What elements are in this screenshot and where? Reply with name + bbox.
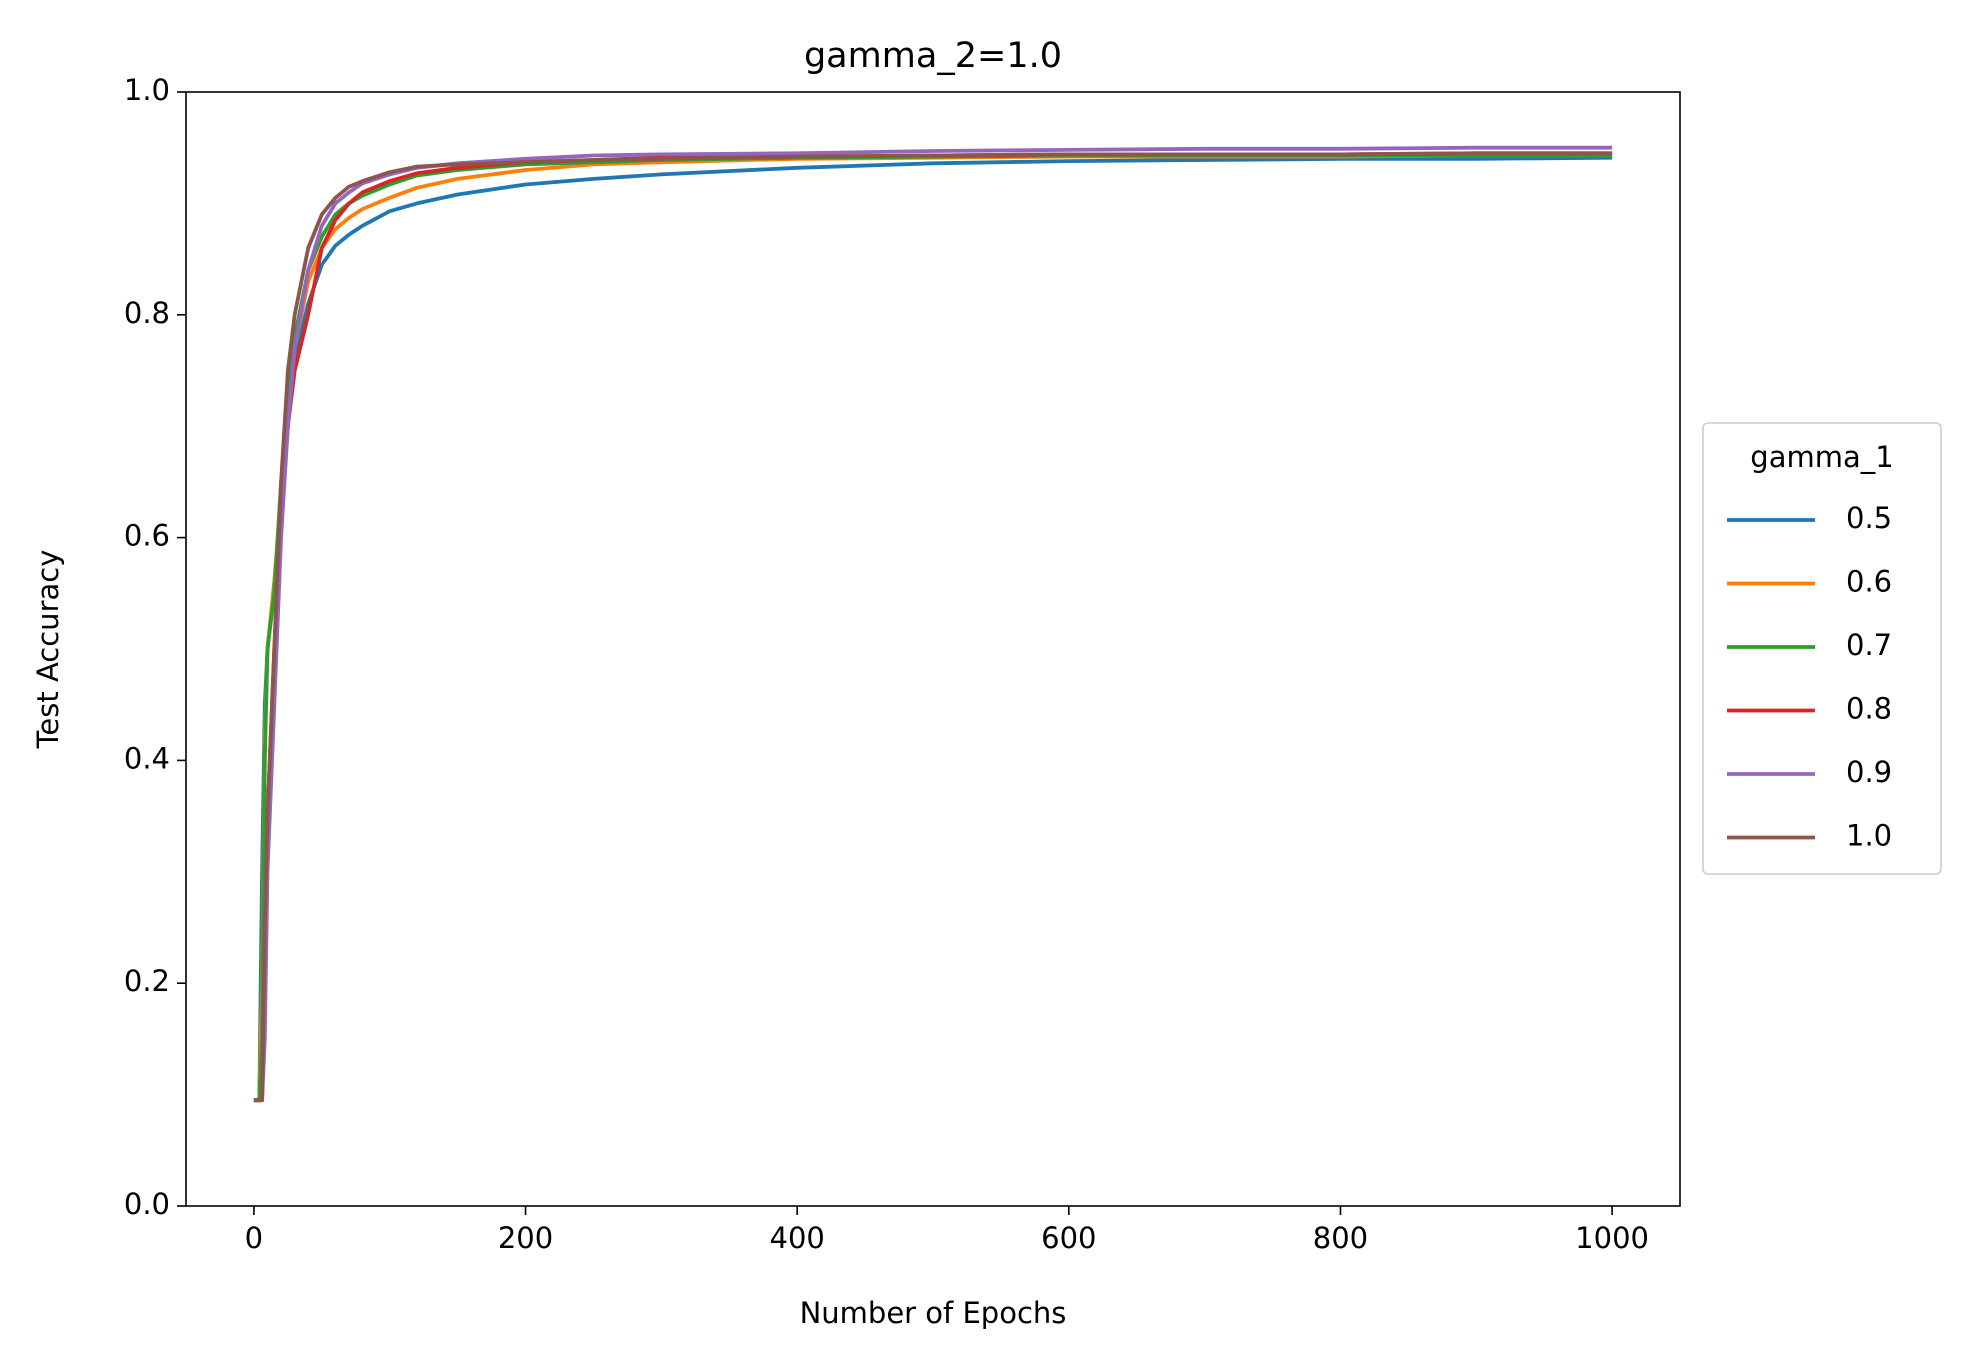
y-tick-label: 0.4 [124,741,170,775]
series-line [253,153,1613,1103]
legend-label: 1.0 [1846,819,1892,853]
chart-title: gamma_2=1.0 [804,36,1062,76]
x-tick-label: 800 [1313,1221,1368,1255]
legend-label: 0.6 [1846,565,1892,599]
legend-label: 0.9 [1846,755,1892,789]
legend-box [1702,422,1942,875]
plot-frame [185,91,1681,1207]
y-tick-label: 0.2 [124,964,170,998]
y-tick-label: 0.8 [124,296,170,330]
legend-label: 0.5 [1846,501,1892,535]
x-tick-label: 200 [498,1221,553,1255]
x-tick-label: 1000 [1575,1221,1649,1255]
series-line [253,153,1613,1103]
y-tick-label: 0.0 [124,1187,170,1221]
y-axis-label: Test Accuracy [31,550,65,750]
x-tick-label: 0 [245,1221,263,1255]
y-tick-label: 1.0 [124,73,170,107]
x-axis-label: Number of Epochs [800,1296,1067,1330]
series-line [253,151,1613,1103]
x-tick-label: 600 [1041,1221,1096,1255]
series-line [253,151,1613,1103]
x-tick-label: 400 [770,1221,825,1255]
legend-label: 0.7 [1846,628,1892,662]
series-line [253,155,1613,1103]
legend-label: 0.8 [1846,692,1892,726]
series-line [253,145,1613,1103]
legend-title: gamma_1 [1750,440,1893,474]
y-tick-label: 0.6 [124,519,170,553]
